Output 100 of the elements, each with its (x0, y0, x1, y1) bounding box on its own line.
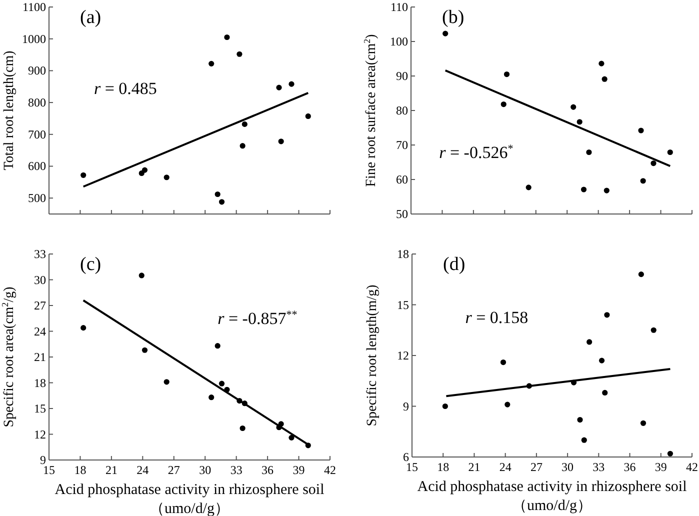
chart-title: (a) (80, 7, 102, 28)
y-tick-label: 30 (34, 272, 46, 287)
point (164, 379, 170, 385)
point (242, 121, 248, 127)
point (580, 186, 587, 192)
point (598, 60, 604, 66)
y-tick-label: 21 (34, 350, 46, 364)
annotation: r = -0.857$^{**}$ (218, 309, 298, 328)
point (650, 327, 656, 333)
y-tick-label: 70 (396, 138, 408, 152)
point (604, 188, 610, 194)
x-tick-label: 33 (230, 463, 242, 477)
x-axis-title: Acid phosphatase activity in rhizosphere soil （umo/d/g） (54, 482, 324, 516)
y-tick-label: 9 (40, 453, 46, 467)
y-tick-label: 700 (28, 127, 46, 142)
x-tick-label: 42 (686, 460, 698, 474)
y-tick-label: 600 (28, 159, 46, 174)
x-tick-label: 36 (262, 463, 274, 477)
x-tick-label: 15 (43, 463, 55, 477)
y-tick-label: 80 (396, 104, 408, 118)
point (218, 380, 225, 386)
point (214, 343, 220, 349)
annotation: r = -0.526$^{*}$ (439, 143, 514, 162)
y-tick-label: 1000 (22, 32, 46, 46)
x-tick-label: 30 (562, 460, 574, 474)
point (142, 347, 148, 353)
point (442, 403, 448, 410)
point (604, 312, 610, 318)
y-tick-label: 100 (390, 34, 408, 48)
y-tick-label: 15 (34, 402, 46, 416)
y-tick-label: 33 (34, 247, 46, 261)
point (500, 101, 506, 108)
point (208, 394, 214, 400)
x-tick-label: 27 (530, 460, 542, 474)
y-tick-label: 18 (34, 376, 46, 390)
x-tick-label: 21 (468, 460, 480, 474)
point (442, 30, 448, 36)
y-tick-label: 1100 (22, 0, 46, 14)
y-tick-label: 50 (396, 207, 408, 221)
annotation: r = 0.158 (465, 308, 528, 328)
y-tick-label: 6 (403, 450, 409, 464)
x-tick-label: 24 (136, 463, 149, 477)
point (218, 199, 225, 205)
point (586, 149, 592, 156)
point (640, 420, 646, 426)
point (650, 160, 656, 166)
point (504, 402, 510, 408)
point (214, 191, 220, 198)
x-tick-label: 24 (499, 460, 512, 474)
y-tick-label: 12 (34, 427, 46, 442)
point (667, 149, 673, 156)
chart-title: (d) (443, 254, 466, 275)
point (602, 76, 608, 82)
point (640, 178, 646, 184)
x-tick-label: 39 (654, 460, 667, 474)
point (224, 34, 230, 40)
y-tick-label: 500 (28, 191, 46, 206)
x-tick-label: 27 (168, 463, 180, 477)
point (602, 390, 608, 396)
point (586, 339, 592, 345)
annotation: r = 0.485 (94, 78, 157, 98)
point (638, 128, 644, 134)
point (240, 143, 246, 149)
y-tick-label: 900 (28, 64, 46, 78)
point (288, 81, 294, 87)
point (570, 104, 576, 110)
point (576, 119, 582, 125)
point (142, 167, 148, 173)
x-tick-label: 18 (74, 463, 86, 477)
point (598, 358, 605, 364)
point (504, 71, 510, 78)
x-tick-label: 36 (624, 460, 636, 474)
point (138, 272, 144, 278)
y-tick-label: 9 (403, 399, 409, 414)
point (577, 416, 583, 423)
chart-title: (c) (80, 254, 102, 275)
point (208, 60, 214, 66)
point (667, 450, 674, 456)
y-axis-title: Total root length(cm) (2, 50, 17, 170)
point (80, 325, 86, 331)
point (240, 425, 246, 432)
y-axis-title: Specific root length(m/g) (365, 284, 380, 426)
point (526, 184, 532, 190)
point (500, 359, 506, 366)
point (288, 434, 294, 440)
y-tick-label: 18 (397, 247, 409, 261)
point (276, 84, 282, 90)
x-tick-label: 42 (324, 463, 336, 477)
y-tick-label: 90 (396, 69, 408, 83)
y-tick-label: 15 (397, 298, 409, 312)
x-tick-label: 21 (105, 463, 118, 477)
point (278, 138, 284, 144)
y-tick-label: 60 (396, 172, 408, 186)
point (581, 437, 587, 443)
point (236, 51, 242, 57)
x-tick-label: 39 (292, 463, 305, 477)
y-tick-label: 12 (397, 348, 409, 362)
y-tick-label: 800 (28, 96, 46, 110)
y-tick-label: 110 (390, 0, 408, 14)
point (80, 172, 86, 178)
